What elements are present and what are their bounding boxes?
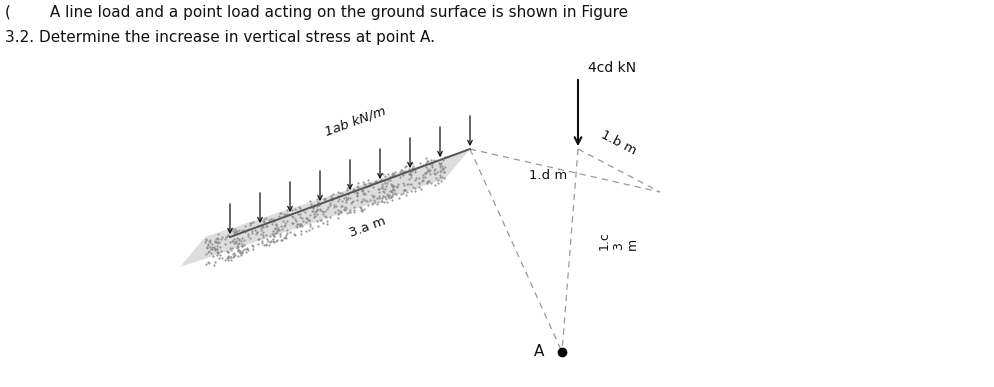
Text: 1.b m: 1.b m	[598, 128, 638, 158]
Text: 1ab kN/m: 1ab kN/m	[322, 104, 387, 138]
Text: 4cd kN: 4cd kN	[587, 61, 635, 75]
Text: 3.2. Determine the increase in vertical stress at point A.: 3.2. Determine the increase in vertical …	[5, 30, 434, 45]
Text: 1.d m: 1.d m	[529, 169, 567, 182]
Text: 1.c
3
m: 1.c 3 m	[597, 231, 638, 250]
Text: 3.a m: 3.a m	[348, 215, 388, 240]
Text: (        A line load and a point load acting on the ground surface is shown in F: ( A line load and a point load acting on…	[5, 5, 627, 20]
Polygon shape	[180, 149, 469, 267]
Text: A: A	[533, 344, 544, 360]
